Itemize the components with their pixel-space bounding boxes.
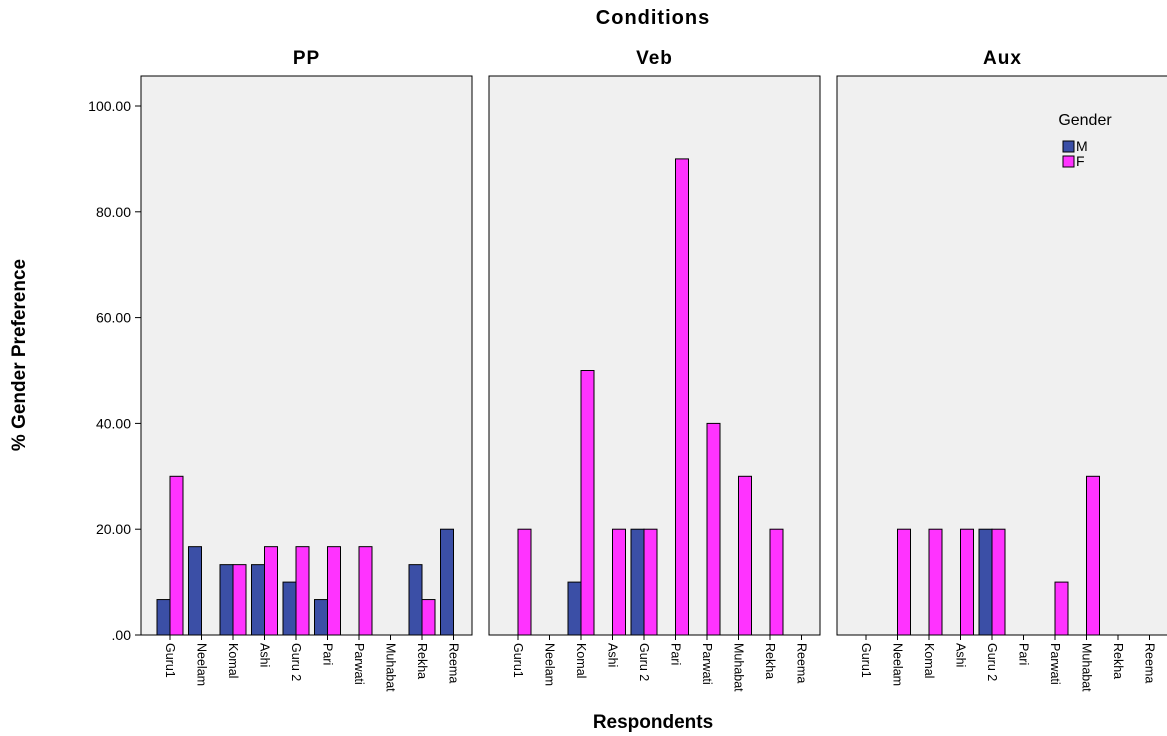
x-tick-label: Reema bbox=[1143, 643, 1157, 683]
bar-f bbox=[675, 158, 689, 636]
y-axis-title: % Gender Preference bbox=[9, 259, 30, 451]
x-tick-label: Muhabat bbox=[732, 643, 746, 692]
x-tick-label: Neelam bbox=[543, 643, 557, 686]
x-tick-label: Parwati bbox=[1048, 643, 1062, 685]
panel-title: Aux bbox=[983, 48, 1022, 69]
bar-m bbox=[219, 564, 234, 636]
y-tick-label: .00 bbox=[112, 627, 132, 643]
x-tick-label: Parwati bbox=[352, 643, 366, 685]
bar-f bbox=[295, 546, 310, 636]
bar-m bbox=[156, 599, 171, 636]
bar-f bbox=[643, 528, 658, 636]
y-tick-label: 60.00 bbox=[96, 310, 131, 326]
x-axis-title: Respondents bbox=[593, 712, 713, 733]
bar-f bbox=[421, 599, 436, 636]
bar-m bbox=[282, 581, 297, 636]
x-tick-label: Guru1 bbox=[163, 643, 177, 678]
bar-m bbox=[630, 528, 645, 636]
x-tick-label: Muhabat bbox=[1080, 643, 1094, 692]
bar-f bbox=[580, 370, 595, 636]
x-tick-label: Pari bbox=[1017, 643, 1031, 665]
bar-f bbox=[612, 528, 626, 636]
bar-f bbox=[1054, 581, 1069, 636]
x-tick-label: Komal bbox=[922, 643, 936, 678]
bar-m bbox=[978, 528, 993, 636]
panel-title: Veb bbox=[636, 48, 673, 69]
y-tick-label: 40.00 bbox=[96, 415, 131, 431]
bar-m bbox=[408, 564, 423, 636]
x-tick-label: Reema bbox=[795, 643, 809, 683]
bar-f bbox=[517, 528, 532, 636]
legend-swatch-m bbox=[1062, 140, 1075, 153]
bar-m bbox=[251, 564, 265, 636]
x-tick-label: Pari bbox=[669, 643, 683, 665]
panel-pp: PP Guru1 Neelam Komal Ashi Guru 2 Pari Parwati M… bbox=[140, 48, 473, 692]
bar-f bbox=[1086, 475, 1100, 636]
legend-title: Gender bbox=[1058, 112, 1112, 129]
x-tick-label: Rekha bbox=[763, 643, 777, 679]
bar-f bbox=[358, 546, 373, 636]
bar-f bbox=[897, 528, 911, 636]
bar-f bbox=[232, 564, 247, 636]
bar-f bbox=[264, 546, 278, 636]
x-tick-label: Rekha bbox=[415, 643, 429, 679]
x-tick-label: Guru1 bbox=[511, 643, 525, 678]
panels-layer: .00 20.00 40.00 60.00 80.00 100.00 PP Guru1 Neel… bbox=[88, 48, 1167, 692]
x-tick-label: Muhabat bbox=[384, 643, 398, 692]
y-tick-label: 80.00 bbox=[96, 204, 131, 220]
y-tick-label: 20.00 bbox=[96, 521, 131, 537]
x-tick-label: Parwati bbox=[700, 643, 714, 685]
bar-f bbox=[960, 528, 974, 636]
panel-title: PP bbox=[293, 48, 320, 69]
x-tick-label: Guru 2 bbox=[985, 643, 999, 681]
panel-veb: Veb Guru1 Neelam Komal Ashi Guru 2 Pari Parwati… bbox=[488, 48, 821, 692]
bar-f bbox=[706, 422, 721, 636]
bar-f bbox=[928, 528, 943, 636]
x-tick-label: Ashi bbox=[258, 643, 272, 667]
bar-m bbox=[440, 528, 454, 636]
bar-f bbox=[169, 475, 184, 636]
x-tick-label: Guru 2 bbox=[637, 643, 651, 681]
panel-aux: Aux Guru1 Neelam Komal Ashi Guru 2 Pari Parwati… bbox=[836, 48, 1167, 692]
legend-label-m: M bbox=[1076, 138, 1088, 154]
chart-title: Conditions bbox=[596, 7, 710, 29]
x-tick-label: Ashi bbox=[954, 643, 968, 667]
bar-m bbox=[314, 599, 328, 636]
bar-f bbox=[738, 475, 752, 636]
panel-background bbox=[140, 75, 473, 636]
x-tick-label: Pari bbox=[321, 643, 335, 665]
legend-label-f: F bbox=[1076, 153, 1085, 169]
bar-f bbox=[327, 546, 341, 636]
bar-m bbox=[188, 546, 202, 636]
x-tick-label: Neelam bbox=[195, 643, 209, 686]
x-tick-label: Komal bbox=[574, 643, 588, 678]
x-tick-label: Guru1 bbox=[859, 643, 873, 678]
x-tick-label: Rekha bbox=[1111, 643, 1125, 679]
legend: Gender MF bbox=[1058, 112, 1112, 169]
x-tick-label: Komal bbox=[226, 643, 240, 678]
x-tick-label: Guru 2 bbox=[289, 643, 303, 681]
bar-m bbox=[567, 581, 582, 636]
bar-f bbox=[769, 528, 784, 636]
legend-swatch-f bbox=[1062, 155, 1075, 168]
x-tick-label: Neelam bbox=[891, 643, 905, 686]
y-tick-label: 100.00 bbox=[88, 98, 131, 114]
bar-f bbox=[991, 528, 1006, 636]
x-tick-label: Ashi bbox=[606, 643, 620, 667]
x-tick-label: Reema bbox=[447, 643, 461, 683]
